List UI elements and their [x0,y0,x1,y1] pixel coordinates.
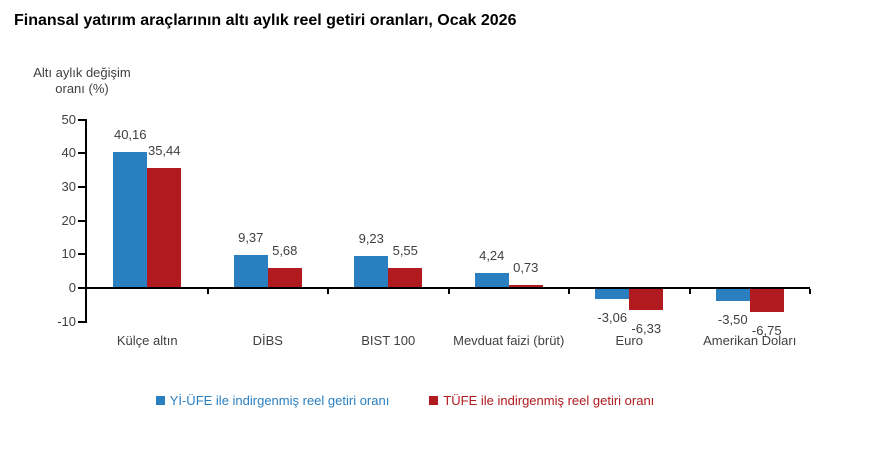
bar-yiufe-3 [474,273,509,287]
x-tick [327,289,329,294]
yiufe-series-swatch-icon [155,396,165,405]
bar-tufe-0 [147,168,182,287]
bar-tufe-4 [629,289,664,310]
y-tick-label: 0 [68,280,76,295]
x-tick [207,289,209,294]
bar-yiufe-1 [233,255,268,287]
category-label-5: Amerikan Doları [703,333,797,348]
bar-yiufe-0 [113,152,148,287]
y-tick [78,152,85,155]
x-axis-line [85,287,810,289]
bar-value-label: -3,50 [717,312,748,327]
bar-value-label: -6,75 [751,323,782,338]
category-label-0: Külçe altın [116,333,178,348]
bar-tufe-5 [749,289,784,312]
y-tick [78,186,85,188]
y-tick-label: 40 [61,145,76,161]
bar-value-label: 9,23 [358,231,384,246]
tufe-series-swatch-icon [429,396,439,405]
bar-tufe-2 [388,268,423,287]
x-tick [809,289,811,294]
bar-tufe-3 [508,285,543,287]
y-tick [78,118,85,121]
bar-yiufe-2 [354,256,389,287]
category-label-1: DİBS [252,333,283,348]
legend-label-tufe: TÜFE ile indirgenmiş reel getiri oranı [443,393,655,408]
bar-value-label: -3,06 [597,310,628,325]
bar-value-label: 4,24 [479,248,505,263]
category-label-2: BIST 100 [361,333,416,348]
legend: Yİ-ÜFE ile indirgenmiş reel getiri oranı… [0,393,810,408]
bar-value-label: 35,44 [147,143,181,158]
x-tick [568,289,570,294]
y-tick-label: 30 [61,179,76,194]
y-tick-label: -10 [57,313,76,329]
category-label-4: Euro [615,333,643,348]
bar-value-label: 0,73 [513,260,539,275]
y-tick [78,287,85,289]
y-tick-label: 50 [61,111,76,127]
bar-value-label: 9,37 [238,230,264,245]
y-tick-label: 10 [61,246,76,262]
legend-label-yiufe: Yİ-ÜFE ile indirgenmiş reel getiri oranı [169,393,390,408]
y-axis-title-line-1: Altı aylık değişim [33,65,131,80]
bar-yiufe-5 [715,289,750,301]
bar-value-label: 5,55 [392,243,418,258]
y-tick [78,219,85,222]
y-axis-title-line-2: oranı (%) [55,81,109,96]
category-label-3: Mevduat faizi (brüt) [453,333,565,348]
bar-value-label: 5,68 [272,243,298,258]
bar-value-label: 40,16 [113,127,147,142]
x-tick [689,289,691,294]
y-axis-line [85,118,87,323]
bar-yiufe-4 [595,289,630,299]
chart-title: Finansal yatırım araçlarının altı aylık … [14,12,517,29]
bar-value-label: -6,33 [631,321,662,336]
y-tick [78,320,85,323]
y-tick-label: 20 [61,212,76,228]
legend-item-yiufe: Yİ-ÜFE ile indirgenmiş reel getiri oranı [155,393,390,408]
y-axis-title: Altı aylık değişim oranı (%) [18,65,146,97]
bar-tufe-1 [267,268,302,287]
x-tick [448,289,450,294]
legend-item-tufe: TÜFE ile indirgenmiş reel getiri oranı [429,393,654,408]
y-tick [78,253,85,256]
